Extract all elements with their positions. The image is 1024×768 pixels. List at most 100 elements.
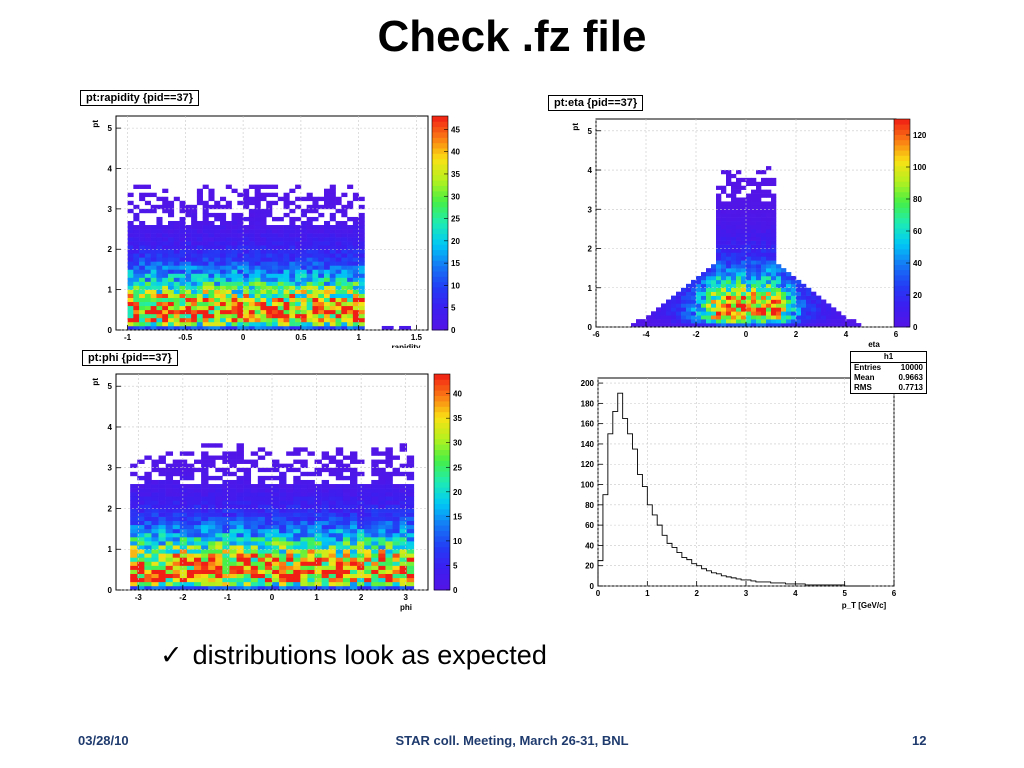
heatmap-cell bbox=[314, 516, 322, 522]
heatmap-cell bbox=[741, 268, 747, 273]
heatmap-cell bbox=[826, 307, 832, 312]
heatmap-cell bbox=[165, 508, 174, 513]
heatmap-cell bbox=[731, 224, 737, 230]
heatmap-cell bbox=[314, 528, 322, 534]
color-scale-band bbox=[894, 145, 910, 151]
heatmap-cell bbox=[378, 565, 386, 570]
heatmap-cell bbox=[656, 319, 662, 324]
heatmap-cell bbox=[406, 561, 415, 566]
heatmap-cell bbox=[156, 204, 163, 210]
heatmap-cell bbox=[716, 197, 722, 202]
heatmap-cell bbox=[139, 229, 146, 234]
color-scale-band bbox=[432, 137, 448, 144]
heatmap-cell bbox=[836, 319, 842, 324]
heatmap-cell bbox=[191, 305, 198, 311]
heatmap-cell bbox=[766, 303, 772, 308]
heatmap-cell bbox=[766, 221, 772, 226]
heatmap-cell bbox=[781, 315, 787, 320]
color-scale-band bbox=[894, 186, 910, 193]
heatmap-cell bbox=[254, 245, 261, 250]
heatmap-cell bbox=[179, 257, 186, 262]
heatmap-cell bbox=[358, 249, 365, 254]
heatmap-cell bbox=[293, 451, 301, 456]
heatmap-cell bbox=[208, 496, 216, 501]
color-scale-label: 10 bbox=[453, 537, 462, 546]
heatmap-cell bbox=[222, 528, 230, 534]
heatmap-cell bbox=[781, 295, 787, 300]
heatmap-cell bbox=[236, 484, 244, 489]
heatmap-cell bbox=[231, 220, 238, 226]
y-axis-label: pt bbox=[91, 378, 100, 386]
heatmap-cell bbox=[266, 192, 273, 198]
heatmap-cell bbox=[243, 257, 250, 262]
heatmap-cell bbox=[137, 537, 145, 542]
heatmap-cell bbox=[236, 569, 244, 574]
heatmap-cell bbox=[661, 307, 667, 312]
heatmap-cell bbox=[208, 553, 216, 558]
heatmap-cell bbox=[144, 245, 151, 250]
heatmap-cell bbox=[806, 315, 812, 320]
heatmap-cell bbox=[144, 269, 151, 274]
heatmap-cell bbox=[364, 504, 372, 509]
heatmap-cell bbox=[751, 177, 757, 183]
heatmap-cell bbox=[335, 508, 344, 513]
heatmap-cell bbox=[335, 528, 344, 534]
heatmap-cell bbox=[300, 447, 308, 452]
heatmap-cell bbox=[341, 225, 348, 230]
heatmap-cell bbox=[295, 225, 302, 230]
heatmap-cell bbox=[307, 508, 315, 513]
heatmap-cell bbox=[158, 492, 166, 497]
heatmap-cell bbox=[214, 285, 221, 290]
heatmap-cell bbox=[208, 512, 216, 517]
heatmap-cell bbox=[329, 281, 336, 286]
heatmap-cell bbox=[671, 303, 677, 308]
heatmap-cell bbox=[350, 488, 358, 493]
heatmap-cell bbox=[691, 295, 697, 300]
heatmap-cell bbox=[214, 245, 221, 250]
heatmap-cell bbox=[222, 496, 230, 501]
heatmap-cell bbox=[248, 309, 255, 315]
heatmap-cell bbox=[191, 297, 198, 303]
heatmap-cell bbox=[791, 279, 797, 285]
heatmap-cell bbox=[300, 565, 308, 570]
heatmap-cell bbox=[158, 585, 166, 591]
heatmap-cell bbox=[168, 200, 175, 206]
heatmap-cell bbox=[236, 451, 244, 456]
heatmap-cell bbox=[162, 261, 169, 266]
heatmap-cell bbox=[179, 245, 186, 250]
heatmap-cell bbox=[741, 224, 747, 230]
heatmap-cell bbox=[172, 463, 181, 469]
heatmap-cell bbox=[236, 545, 244, 550]
heatmap-cell bbox=[220, 301, 227, 307]
heatmap-cell bbox=[385, 516, 393, 522]
color-scale-band bbox=[432, 281, 448, 288]
heatmap-cell bbox=[264, 500, 273, 505]
heatmap-cell bbox=[716, 252, 722, 257]
heatmap-cell bbox=[352, 261, 359, 266]
heatmap-cell bbox=[222, 524, 230, 530]
heatmap-cell bbox=[168, 229, 175, 234]
heatmap-cell bbox=[392, 467, 400, 473]
heatmap-cell bbox=[378, 479, 386, 485]
heatmap-cell bbox=[277, 305, 284, 311]
heatmap-cell bbox=[168, 257, 175, 262]
heatmap-cell bbox=[283, 305, 290, 311]
heatmap-cell bbox=[746, 287, 752, 292]
color-scale-band bbox=[432, 217, 448, 224]
heatmap-cell bbox=[681, 295, 687, 300]
heatmap-cell bbox=[364, 549, 372, 554]
heatmap-cell bbox=[295, 301, 302, 307]
heatmap-cell bbox=[676, 311, 682, 316]
heatmap-cell bbox=[236, 508, 244, 513]
heatmap-cell bbox=[399, 463, 408, 469]
x-tick-label: 3 bbox=[744, 589, 749, 598]
heatmap-cell bbox=[406, 524, 415, 530]
heatmap-cell bbox=[130, 581, 138, 587]
heatmap-cell bbox=[289, 289, 296, 294]
heatmap-cell bbox=[786, 303, 792, 308]
heatmap-cell bbox=[329, 293, 336, 298]
color-scale-label: 20 bbox=[453, 488, 462, 497]
heatmap-cell bbox=[751, 319, 757, 324]
heatmap-cell bbox=[406, 484, 415, 489]
heatmap-cell bbox=[756, 283, 762, 289]
